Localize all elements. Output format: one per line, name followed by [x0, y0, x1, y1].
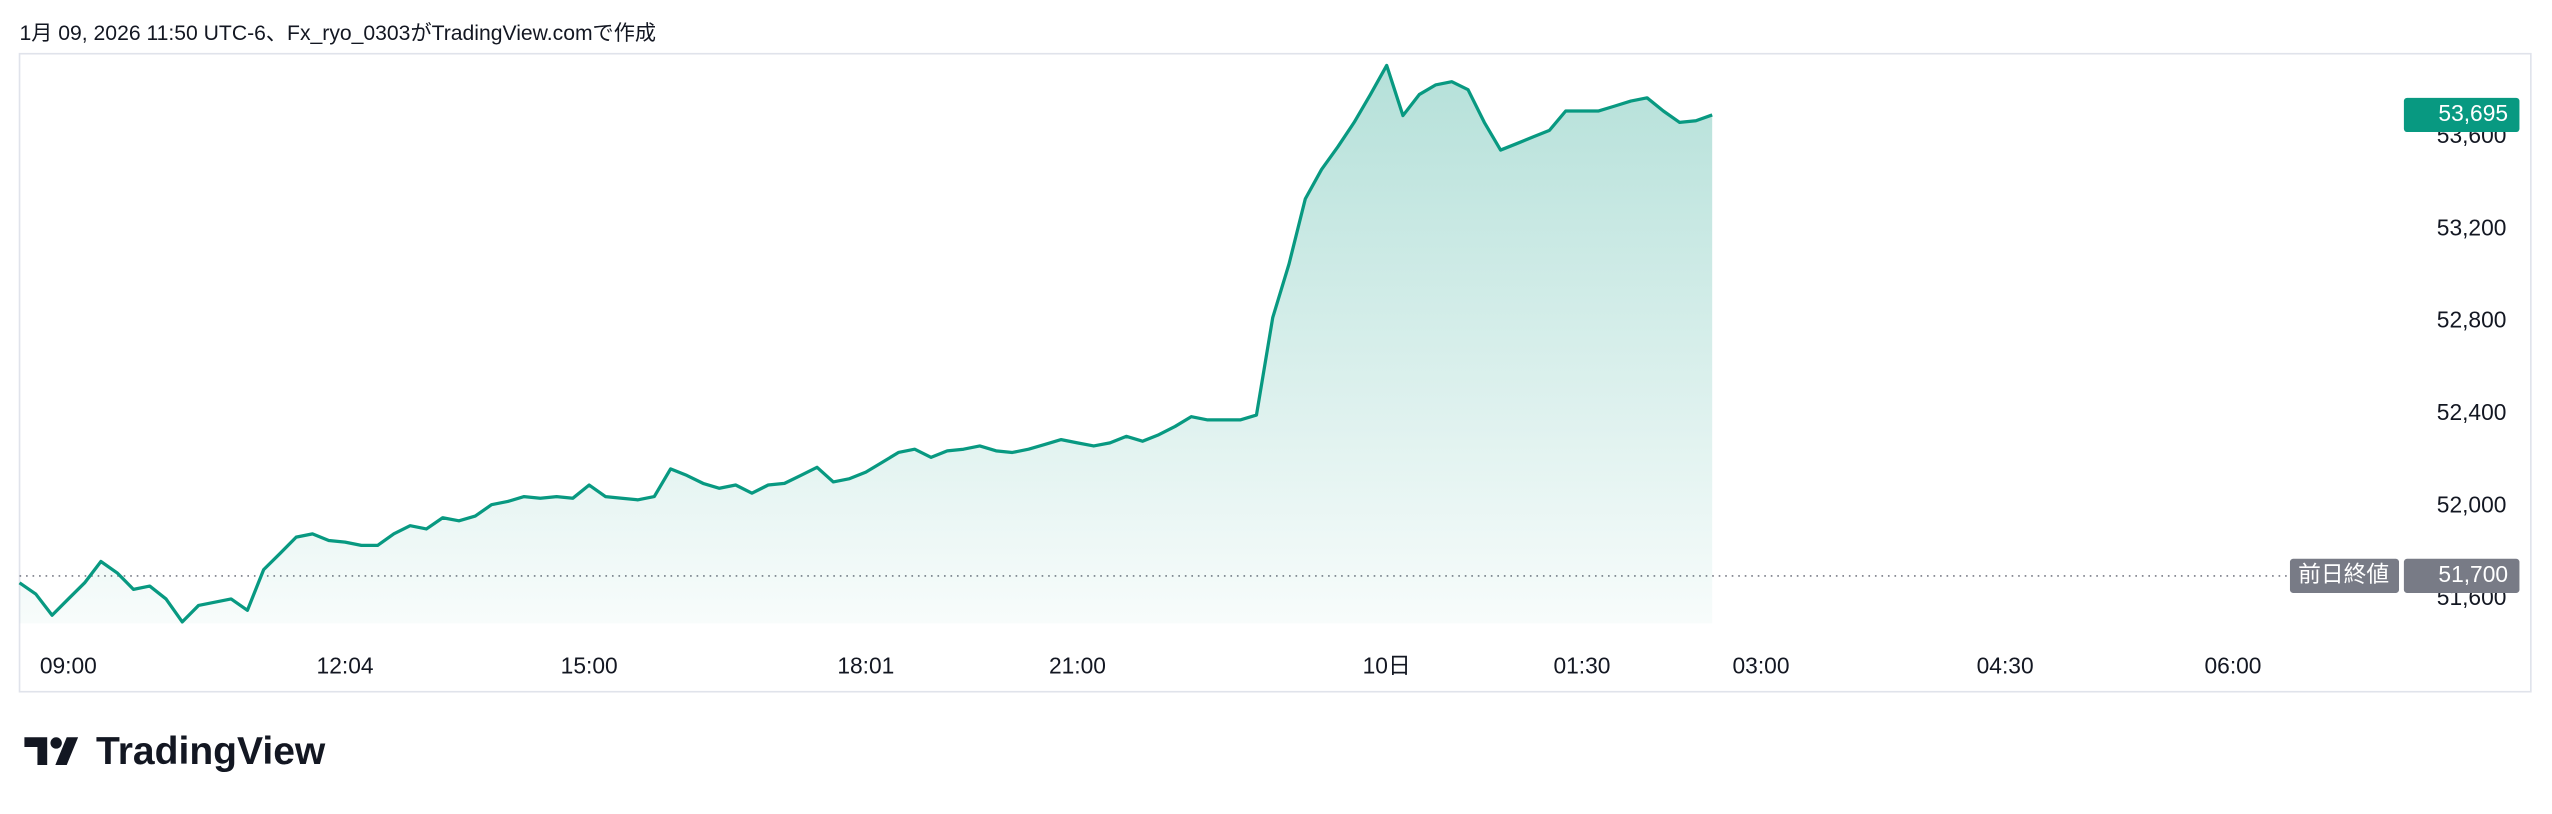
prev-close-name: 前日終値: [2298, 561, 2389, 587]
x-tick-label: 12:04: [317, 652, 374, 678]
price-line: [18, 63, 1713, 624]
last-price-box: [2403, 97, 2520, 133]
y-tick-label: 52,800: [2437, 307, 2507, 333]
x-tick-label: 10日: [1363, 652, 1411, 678]
x-tick-label: 04:30: [1977, 652, 2034, 678]
x-tick-label: 06:00: [2205, 652, 2262, 678]
x-tick-label: 03:00: [1733, 652, 1790, 678]
chart-frame: [18, 52, 2532, 693]
brand-logo: [24, 737, 79, 765]
x-tick-label: 21:00: [1049, 652, 1106, 678]
brand-name: TradingView: [96, 730, 326, 773]
header-text: 1月 09, 2026 11:50 UTC-6、Fx_ryo_0303がTrad…: [20, 21, 656, 45]
x-tick-label: 09:00: [40, 652, 97, 678]
area-fill: [19, 65, 1713, 624]
prev-close-label: 51,700: [2438, 561, 2508, 587]
y-tick-label: 52,000: [2437, 492, 2507, 518]
x-tick-label: 15:00: [561, 652, 618, 678]
y-tick-label: 53,200: [2437, 214, 2507, 240]
prev-close-box: [2403, 558, 2520, 593]
prev-close-name-box: [2289, 558, 2400, 593]
last-price-label: 53,695: [2438, 100, 2508, 126]
x-tick-label: 01:30: [1553, 652, 1610, 678]
x-tick-label: 18:01: [837, 652, 894, 678]
y-tick-label: 52,400: [2437, 399, 2507, 425]
